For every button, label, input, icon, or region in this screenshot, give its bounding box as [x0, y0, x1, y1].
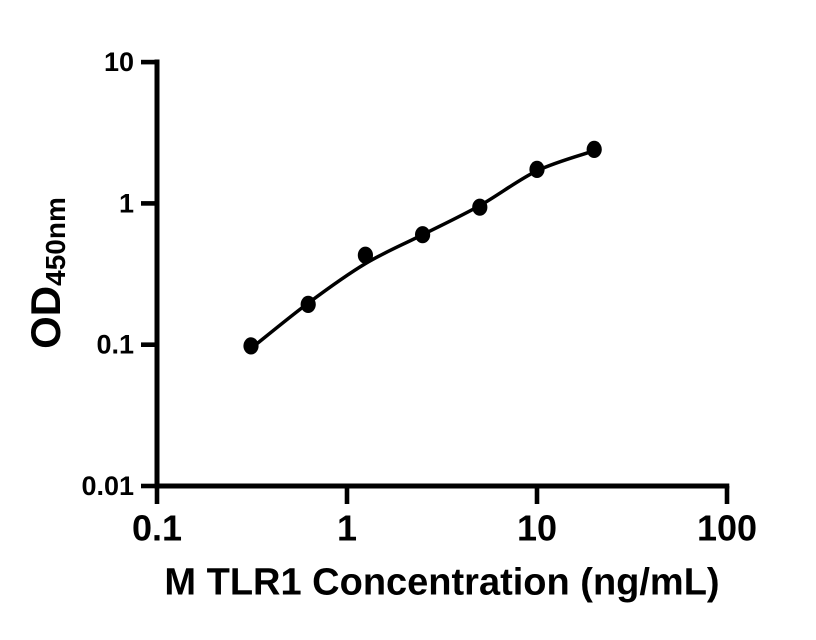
- y-tick-label: 0.01: [81, 471, 134, 501]
- data-point-marker: [357, 246, 373, 264]
- x-axis-title: M TLR1 Concentration (ng/mL): [164, 561, 720, 604]
- y-axis-title: OD450nm: [22, 197, 71, 349]
- data-point-marker: [529, 160, 545, 178]
- x-tick-label: 1: [337, 508, 357, 549]
- y-axis-title-main: OD: [22, 285, 69, 349]
- fit-curve-line: [249, 148, 596, 351]
- y-axis-title-subscript: 450nm: [40, 197, 71, 286]
- data-point-marker: [415, 226, 431, 244]
- data-point-marker: [586, 140, 602, 158]
- y-tick-label: 1: [119, 188, 134, 218]
- x-tick-label: 0.1: [132, 508, 182, 549]
- data-point-marker: [472, 198, 488, 216]
- y-tick-label: 10: [104, 47, 134, 77]
- data-point-marker: [243, 337, 259, 355]
- y-tick-label: 0.1: [96, 330, 134, 360]
- x-tick-label: 10: [517, 508, 557, 549]
- data-point-marker: [300, 295, 316, 313]
- x-tick-label: 100: [697, 508, 757, 549]
